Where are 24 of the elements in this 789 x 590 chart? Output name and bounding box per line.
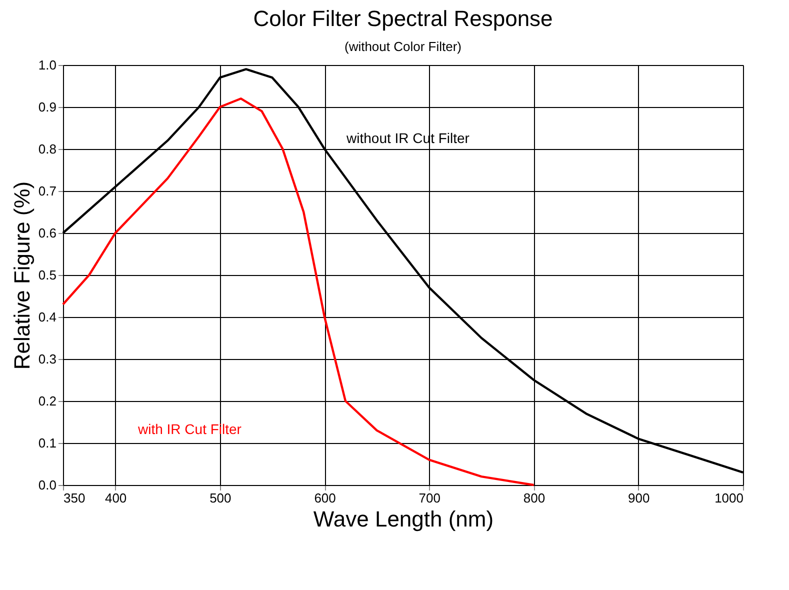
y-tick-label: 0.3: [38, 352, 56, 366]
y-tick-label: 0.1: [38, 436, 56, 450]
x-tick-label: 1000: [714, 490, 744, 506]
y-tick-label: 0.4: [38, 310, 56, 324]
y-tick-label: 0.9: [38, 100, 56, 114]
y-tick-label: 0.7: [38, 184, 56, 198]
x-tick-label: 700: [418, 490, 441, 506]
y-tick-label: 0.2: [38, 394, 56, 408]
x-tick-label: 400: [104, 490, 127, 506]
line-series: [62, 98, 535, 486]
x-tick-label: 350: [64, 490, 86, 506]
y-tick-label: 0.0: [38, 478, 56, 492]
chart-title: Color Filter Spectral Response: [253, 6, 553, 31]
y-tick-label: 0.8: [38, 142, 56, 156]
chart-subtitle: (without Color Filter): [344, 39, 462, 54]
x-tick-label: 800: [523, 490, 546, 506]
x-axis-title: Wave Length (nm): [313, 506, 494, 532]
y-tick-label: 0.6: [38, 226, 56, 240]
x-tick-label: 900: [628, 490, 650, 506]
y-tick-label: 0.5: [38, 268, 56, 282]
y-tick-label: 1.0: [38, 58, 56, 72]
x-tick-label: 600: [314, 490, 336, 506]
x-tick-label: 500: [210, 490, 232, 506]
y-axis-title: Relative Figure (%): [9, 181, 34, 370]
